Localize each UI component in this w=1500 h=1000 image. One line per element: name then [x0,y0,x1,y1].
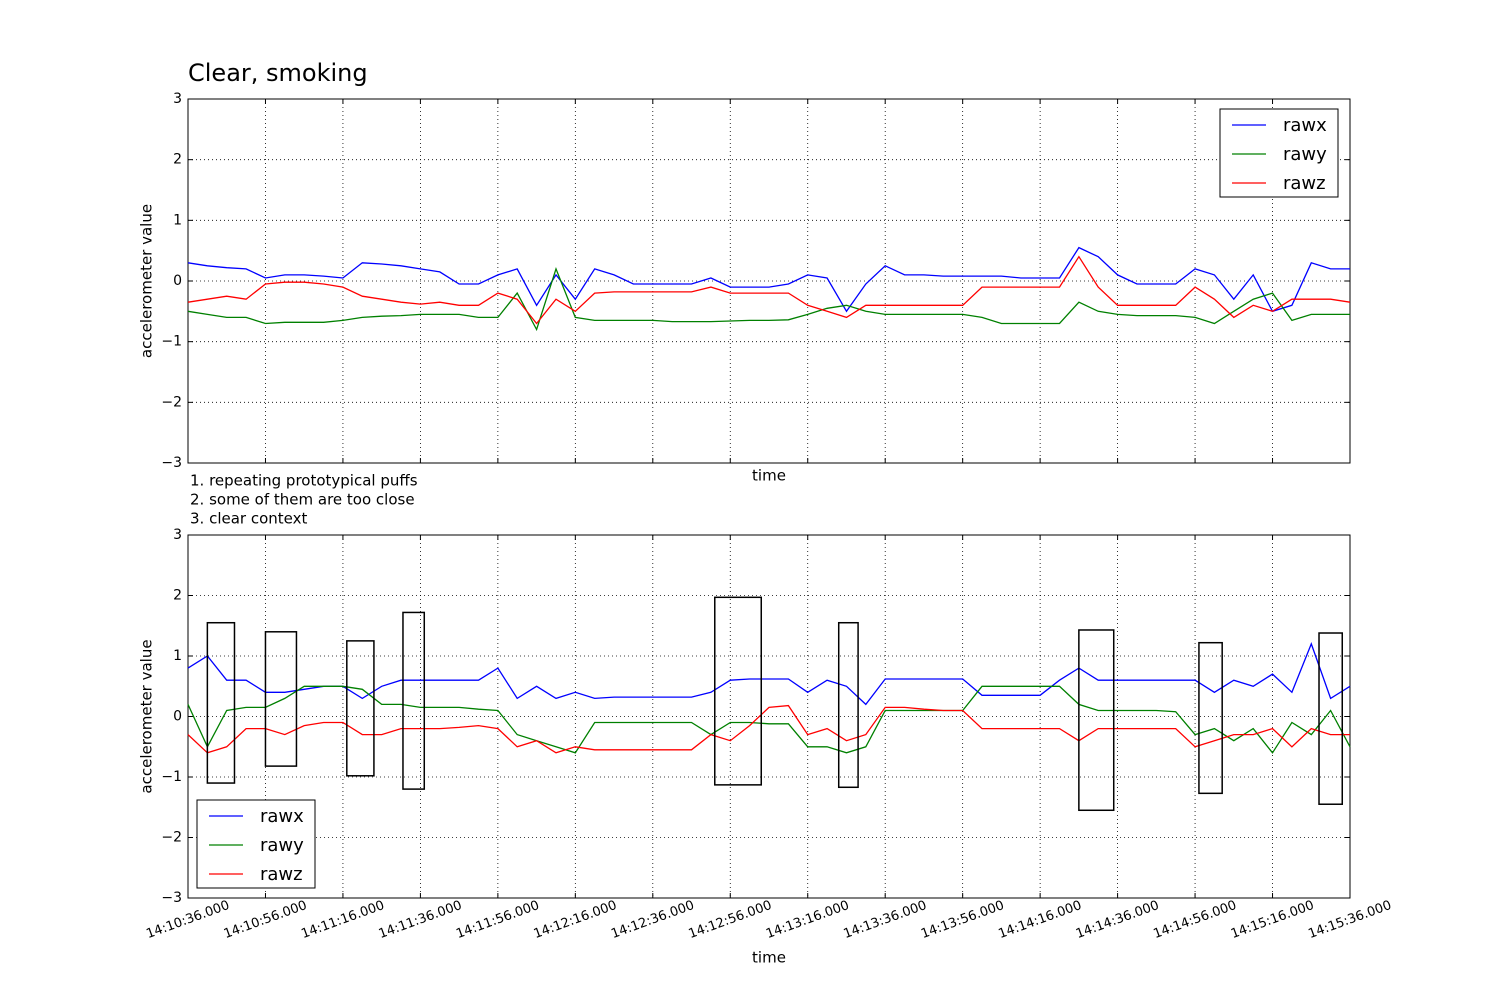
y-axis-label: accelerometer value [138,639,156,793]
legend-label: rawx [260,806,304,827]
data-line [187,246,1350,313]
x-tick-label: 14:14:56.000 [1151,898,1238,942]
x-tick-label: 14:14:16.000 [997,898,1084,942]
y-tick-label: 2 [173,588,182,604]
x-tick-label: 14:13:16.000 [764,898,851,942]
annotation-box [714,596,763,786]
annotation-box [206,621,236,784]
x-tick-label: 14:10:56.000 [222,898,309,942]
annotation-box [1198,641,1223,795]
y-tick-label: 2 [173,152,182,168]
legend-box [196,799,316,889]
annotation-box [1078,629,1115,812]
x-tick-label: 14:11:36.000 [377,898,464,942]
x-tick-label: 14:14:36.000 [1074,898,1161,942]
legend-label: rawz [260,864,303,885]
data-line [187,642,1351,706]
legend-box [1219,108,1339,198]
annotation: 1. repeating prototypical puffs [190,472,418,490]
legend-label: rawy [1283,144,1327,165]
y-tick-label: −1 [161,769,182,785]
x-tick-label: 14:15:36.000 [1306,898,1393,942]
plot-frame [187,534,1351,899]
x-tick-label: 14:13:36.000 [842,898,929,942]
data-line [187,685,1351,754]
legend-label: rawz [1283,173,1326,194]
annotation-box [1318,632,1344,805]
y-tick-label: −3 [161,455,182,471]
annotation: 2. some of them are too close [190,491,415,509]
x-axis-label: time [752,949,786,967]
y-tick-label: 0 [173,273,182,289]
y-tick-label: 3 [173,91,182,107]
y-tick-label: −1 [161,334,182,350]
y-tick-label: 3 [173,527,182,543]
y-tick-label: −3 [161,890,182,906]
x-tick-label: 14:12:16.000 [532,898,619,942]
y-tick-label: 1 [173,212,182,228]
data-line [187,704,1350,754]
x-tick-label: 14:12:36.000 [609,898,696,942]
annotation-box [837,621,859,789]
annotation-box [264,631,298,767]
data-line [187,255,1351,325]
annotation-box [346,640,375,777]
x-tick-label: 14:11:56.000 [454,898,541,942]
annotation-box [402,611,426,790]
chart-title: Clear, smoking [188,59,368,87]
y-tick-label: 0 [173,709,182,725]
annotation: 3. clear context [190,510,308,528]
y-axis-label: accelerometer value [138,204,156,358]
data-line [187,266,1350,332]
plot-frame [187,98,1351,464]
y-tick-label: −2 [161,830,182,846]
x-tick-label: 14:13:56.000 [919,898,1006,942]
legend-label: rawx [1283,115,1327,136]
x-axis-label: time [752,467,786,485]
x-tick-label: 14:11:16.000 [299,898,386,942]
x-tick-label: 14:12:56.000 [687,898,774,942]
legend-label: rawy [260,835,304,856]
y-tick-label: 1 [173,648,182,664]
x-tick-label: 14:10:36.000 [144,898,231,942]
y-tick-label: −2 [161,394,182,410]
x-tick-label: 14:15:16.000 [1229,898,1316,942]
